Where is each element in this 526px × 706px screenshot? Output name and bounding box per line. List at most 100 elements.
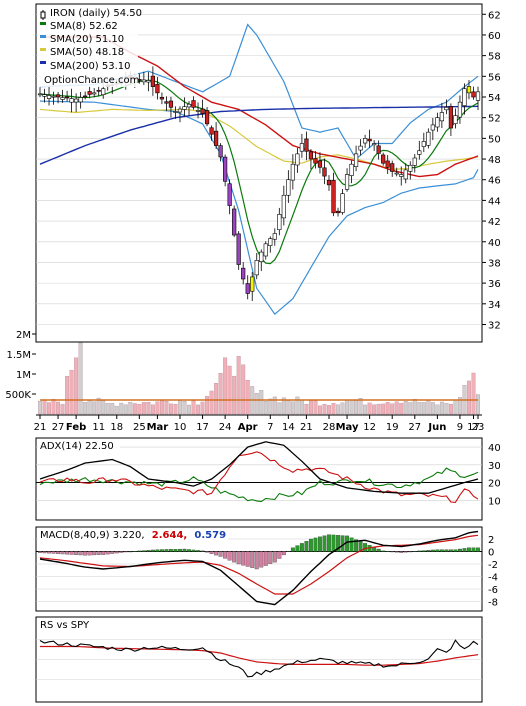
macd-histogram-bar	[385, 551, 390, 552]
candle-body	[78, 97, 83, 103]
macd-histogram-bar	[254, 551, 259, 570]
macd-panel: -8 -6-4 -20 2 MACD(8,40,9) 3.220, 2.644, 0.…	[35, 526, 498, 612]
date-tick-label: 19	[386, 422, 399, 433]
macd-histogram-bar	[87, 551, 92, 556]
sma8-line	[39, 79, 479, 265]
candle-body	[408, 164, 413, 172]
candle-body	[453, 115, 458, 125]
date-tick-label: 18	[110, 422, 123, 433]
macd-histogram-bar	[417, 550, 422, 552]
macd-y-axis: -8 -6-4 -20 2	[488, 535, 498, 609]
macd-histogram-bar	[60, 551, 65, 555]
candle-body	[331, 180, 336, 214]
price-tick-label: 58	[488, 52, 501, 63]
legend-swatch-sma50	[40, 48, 46, 51]
candle-body	[381, 154, 386, 164]
macd-histogram-bar	[196, 550, 200, 552]
macd-histogram-bar	[47, 551, 51, 554]
macd-tick-label: -4	[488, 573, 498, 584]
volume-bar	[168, 403, 173, 415]
candle-body	[308, 151, 314, 160]
adx-tick-label: 20	[488, 479, 501, 490]
macd-histogram-bar	[394, 551, 399, 553]
macd-histogram-bar	[56, 551, 61, 554]
macd-histogram-bar	[295, 545, 300, 552]
volume-bar	[83, 402, 88, 415]
candle-body	[173, 111, 178, 113]
macd-histogram-bar	[110, 551, 115, 554]
volume-bar	[444, 403, 449, 415]
volume-bar	[227, 365, 232, 415]
macd-histogram-bar	[241, 551, 246, 566]
macd-histogram-bar	[74, 551, 79, 555]
date-tick-label: Feb	[66, 422, 86, 433]
volume-bar	[209, 390, 214, 415]
candle-body	[55, 94, 61, 98]
macd-histogram-bar	[390, 551, 395, 553]
volume-y-axis: 2M 1.5M 1M 500K	[5, 330, 36, 401]
volume-bar	[408, 402, 413, 415]
date-tick-label: Mar	[147, 422, 169, 433]
volume-bar	[105, 403, 110, 415]
date-tick-label: Apr	[238, 422, 258, 433]
macd-histogram-bar	[277, 551, 282, 559]
volume-bar	[96, 397, 101, 415]
candle-body	[250, 276, 255, 292]
volume-bar	[150, 404, 155, 415]
volume-bar	[223, 357, 228, 415]
candle-body	[259, 251, 264, 262]
price-y-axis: 32 34 36 38 40 42 44 46 48 50 52 54 56 58 60 62	[482, 10, 501, 331]
macd-histogram-bar	[462, 548, 467, 552]
macd-histogram	[38, 534, 480, 570]
candle-body	[60, 97, 65, 100]
macd-histogram-bar	[178, 548, 182, 552]
legend-item-sma20: SMA(20) 51.10	[40, 34, 124, 45]
macd-histogram-bar	[336, 535, 340, 552]
price-tick-label: 46	[488, 176, 501, 187]
rs-line	[39, 639, 479, 678]
candle-body	[83, 95, 88, 98]
candle-body	[204, 110, 210, 125]
adx-label: ADX(14) 22.50	[40, 441, 114, 452]
legend-swatch-candle-body	[40, 11, 46, 19]
macd-histogram-bar	[299, 543, 304, 552]
adx-tick-label: 30	[488, 461, 501, 472]
macd-histogram-bar	[263, 551, 268, 566]
candle-body	[268, 238, 273, 246]
candle-body	[241, 267, 246, 280]
candle-body	[51, 95, 56, 98]
date-tick-label: 17	[467, 422, 480, 433]
candle-body	[444, 107, 449, 111]
macd-histogram-bar	[318, 536, 322, 552]
date-tick-label: 21	[34, 422, 47, 433]
volume-bar	[164, 401, 169, 415]
candle-body	[42, 94, 47, 97]
volume-bar	[245, 379, 250, 415]
candle-body	[295, 153, 300, 166]
volume-bars	[38, 342, 480, 415]
volume-bar	[78, 342, 83, 415]
volume-panel: 2M 1.5M 1M 500K	[5, 330, 480, 415]
candle-body	[74, 98, 79, 103]
price-tick-label: 56	[488, 72, 501, 83]
rs-grid	[36, 638, 482, 681]
macd-histogram-bar	[51, 551, 56, 554]
candle-body	[439, 112, 444, 122]
volume-bar	[214, 382, 219, 415]
volume-bar	[187, 404, 191, 415]
candle-body	[322, 167, 327, 177]
date-axis-labels: 21 27 Feb 11 18 25 Mar 10 17 24 Apr 7 14 21 28 May 12 19 2…	[34, 415, 484, 433]
volume-bar	[110, 403, 115, 415]
candle-body	[435, 117, 440, 128]
volume-bar	[128, 401, 133, 415]
candle-body	[457, 101, 463, 118]
volume-bar	[232, 375, 237, 415]
macd-histogram-bar	[150, 549, 155, 552]
price-tick-label: 34	[488, 300, 501, 311]
macd-histogram-bar	[200, 550, 205, 552]
candlesticks	[37, 66, 481, 302]
price-tick-label: 54	[488, 93, 501, 104]
macd-histogram-bar	[408, 551, 413, 553]
price-panel: 32 34 36 38 40 42 44 46 48 50 52 54 56 58 60 62 IRON (d…	[35, 3, 501, 343]
macd-histogram-bar	[119, 551, 124, 553]
